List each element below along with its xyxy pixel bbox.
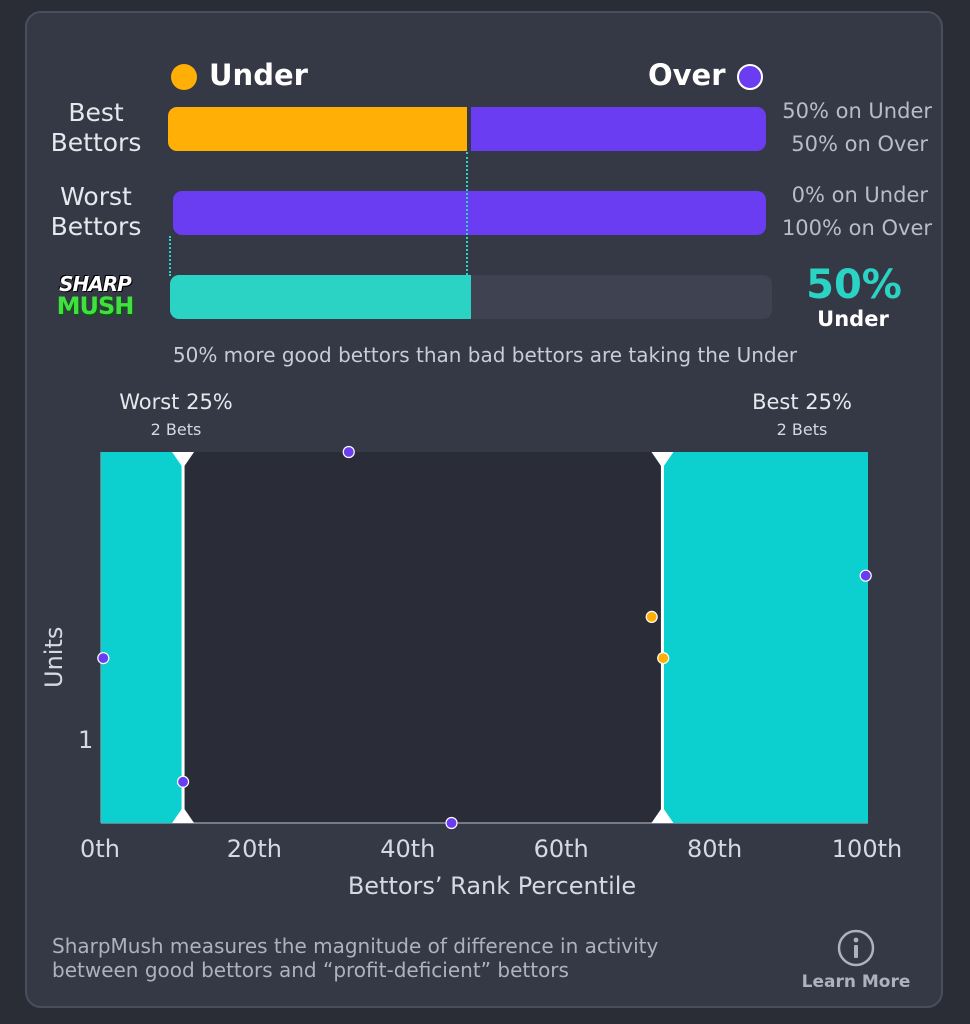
best-over-pct: 50% on Over bbox=[791, 132, 928, 156]
x-tick-label: 0th bbox=[80, 835, 120, 863]
sharpmush-track bbox=[170, 275, 772, 319]
x-tick-label: 100th bbox=[831, 835, 903, 863]
best-bettors-label: Best Bettors bbox=[36, 98, 156, 158]
marker-handle-top[interactable] bbox=[651, 452, 674, 468]
best-band-subtitle: 2 Bets bbox=[776, 420, 828, 439]
worst-over-segment bbox=[173, 191, 766, 235]
footer-line2: between good bettors and “profit-deficie… bbox=[52, 958, 569, 982]
worst-bettors-label: Worst Bettors bbox=[36, 182, 156, 242]
sharpmush-side: Under bbox=[817, 307, 889, 331]
best-label-line1: Best bbox=[68, 98, 124, 127]
worst-under-pct: 0% on Under bbox=[791, 183, 928, 207]
worst-label-line2: Bettors bbox=[50, 212, 142, 241]
sharpmush-logo: SHARP MUSH bbox=[36, 272, 154, 332]
under-point[interactable] bbox=[645, 610, 658, 623]
footer-description: SharpMush measures the magnitude of diff… bbox=[52, 934, 772, 982]
worst-divider-connector bbox=[169, 236, 171, 276]
worst-label-line1: Worst bbox=[60, 182, 132, 211]
x-tick-label: 20th bbox=[226, 835, 282, 863]
best-divider-connector bbox=[466, 152, 468, 275]
worst-bar-track bbox=[173, 191, 766, 235]
over-point[interactable] bbox=[859, 569, 872, 582]
x-tick-label: 40th bbox=[380, 835, 436, 863]
best-over-segment bbox=[467, 107, 766, 151]
x-tick-label: 60th bbox=[533, 835, 589, 863]
over-point[interactable] bbox=[342, 445, 355, 459]
y-tick-1: 1 bbox=[78, 726, 94, 754]
best-under-segment bbox=[168, 107, 467, 151]
logo-line2: MUSH bbox=[56, 292, 135, 320]
best-band-title: Best 25% bbox=[752, 390, 852, 414]
info-icon bbox=[837, 929, 875, 967]
under-point[interactable] bbox=[657, 652, 670, 665]
best-bar-track bbox=[168, 107, 766, 151]
marker-handle-bottom[interactable] bbox=[651, 807, 674, 823]
logo-line1: SHARP bbox=[59, 272, 132, 296]
over-legend-label: Over bbox=[648, 58, 726, 92]
over-legend-dot bbox=[737, 64, 763, 90]
sharpmush-value: 50% bbox=[806, 262, 902, 308]
y-axis-label: Units bbox=[40, 626, 68, 688]
best-label-line2: Bettors bbox=[50, 128, 142, 157]
under-legend-label: Under bbox=[209, 58, 308, 92]
worst-band-subtitle: 2 Bets bbox=[150, 420, 202, 439]
over-point[interactable] bbox=[176, 775, 190, 788]
best-band bbox=[662, 452, 868, 823]
x-tick-label: 80th bbox=[687, 835, 743, 863]
learn-more-label: Learn More bbox=[801, 972, 911, 992]
summary-text: 50% more good bettors than bad bettors a… bbox=[172, 343, 798, 367]
worst-band-title: Worst 25% bbox=[119, 390, 233, 414]
marker-handle-top[interactable] bbox=[172, 452, 195, 468]
under-legend-dot bbox=[171, 64, 197, 90]
best-under-pct: 50% on Under bbox=[782, 99, 932, 123]
over-point[interactable] bbox=[445, 816, 458, 830]
scatter-chart bbox=[97, 445, 872, 830]
over-point[interactable] bbox=[97, 652, 110, 665]
marker-handle-bottom[interactable] bbox=[172, 807, 195, 823]
x-axis-label: Bettors’ Rank Percentile bbox=[347, 872, 637, 900]
learn-more-button[interactable]: Learn More bbox=[796, 928, 916, 994]
sharpmush-fill bbox=[170, 275, 471, 319]
worst-over-pct: 100% on Over bbox=[781, 216, 932, 240]
worst-band bbox=[101, 452, 184, 823]
footer-line1: SharpMush measures the magnitude of diff… bbox=[52, 934, 659, 958]
